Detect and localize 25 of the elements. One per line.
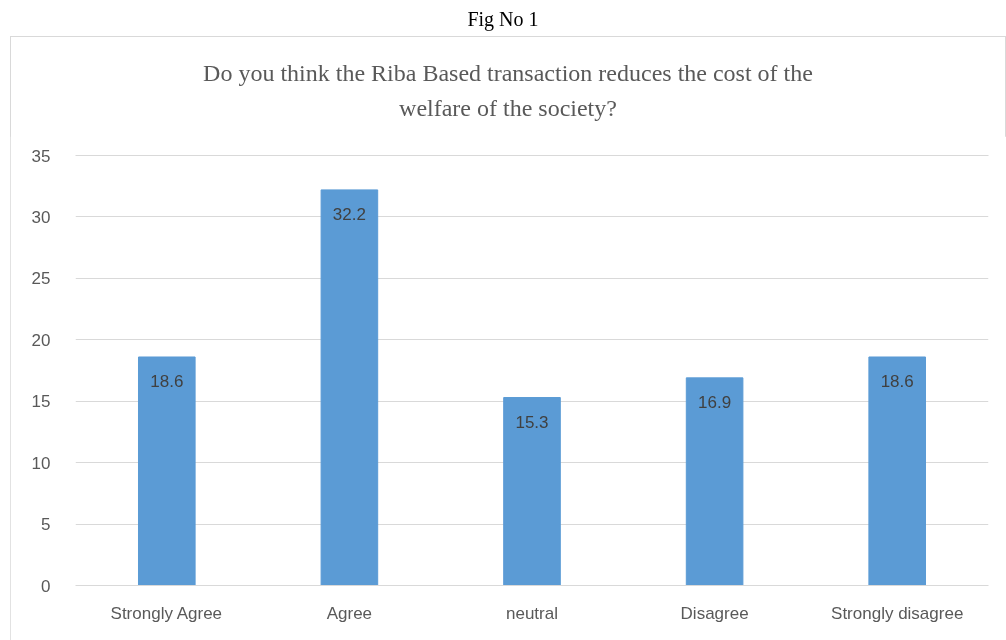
y-tick-label: 35 (31, 146, 51, 166)
y-tick-label: 30 (31, 207, 51, 227)
x-tick-label: neutral (506, 603, 558, 623)
x-tick-label: Strongly Agree (110, 603, 223, 623)
data-label: 32.2 (332, 204, 366, 224)
data-label: 18.6 (150, 371, 184, 391)
y-tick-label: 5 (41, 515, 51, 535)
y-tick-label: 15 (31, 392, 51, 412)
bar (320, 189, 379, 586)
bar (503, 397, 561, 586)
data-label: 15.3 (515, 412, 549, 432)
y-tick-label: 20 (31, 330, 51, 350)
data-label: 16.9 (698, 392, 732, 412)
y-tick-label: 0 (41, 576, 51, 596)
y-tick-label: 10 (31, 453, 51, 473)
data-label: 18.6 (880, 371, 914, 391)
bar (685, 377, 744, 586)
text: Fig No 1 (466, 7, 540, 33)
bar (138, 356, 196, 586)
x-tick-label: Strongly disagree (831, 603, 964, 623)
bar (868, 356, 926, 586)
y-tick-label: 25 (31, 269, 51, 289)
x-tick-label: Agree (326, 603, 373, 623)
x-tick-label: Disagree (680, 603, 749, 623)
chart-title: Do you think the Riba Based transaction reduces the cost of the welfare of the society? (202, 59, 814, 123)
